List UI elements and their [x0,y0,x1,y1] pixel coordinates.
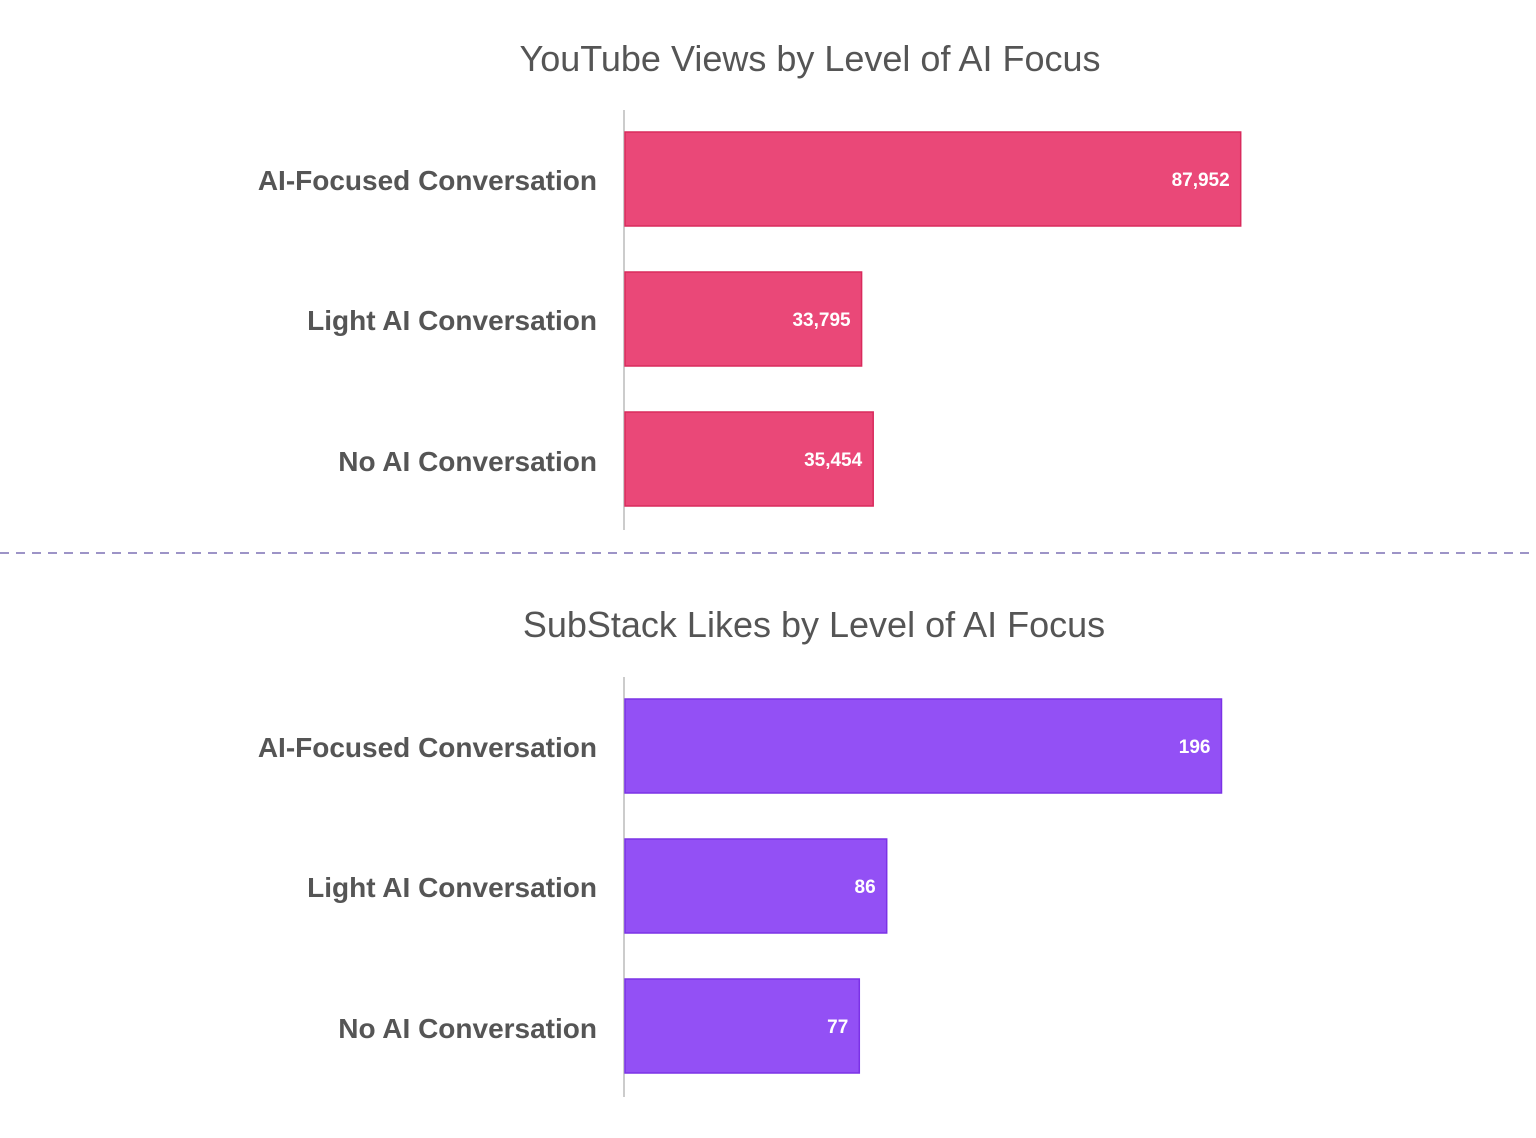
bar [624,698,1223,794]
category-label: Light AI Conversation [307,872,597,903]
substack-likes-chart: SubStack Likes by Level of AI Focus AI-F… [258,604,1223,1097]
data-label: 33,795 [792,310,851,331]
chart-title: YouTube Views by Level of AI Focus [519,38,1100,79]
category-label: No AI Conversation [338,1013,597,1044]
data-label: 35,454 [804,450,863,471]
data-label: 196 [1179,737,1211,758]
data-label: 77 [827,1017,848,1038]
data-label: 87,952 [1172,170,1230,191]
bar [624,411,874,507]
youtube-views-chart: YouTube Views by Level of AI Focus AI-Fo… [258,38,1242,530]
bar [624,978,861,1074]
data-label: 86 [855,877,876,898]
category-label: No AI Conversation [338,446,597,477]
chart-title: SubStack Likes by Level of AI Focus [523,604,1105,645]
category-label: Light AI Conversation [307,305,597,336]
category-label: AI-Focused Conversation [258,732,597,763]
bar [624,131,1242,227]
category-label: AI-Focused Conversation [258,165,597,196]
bar [624,271,863,367]
bar [624,838,888,934]
